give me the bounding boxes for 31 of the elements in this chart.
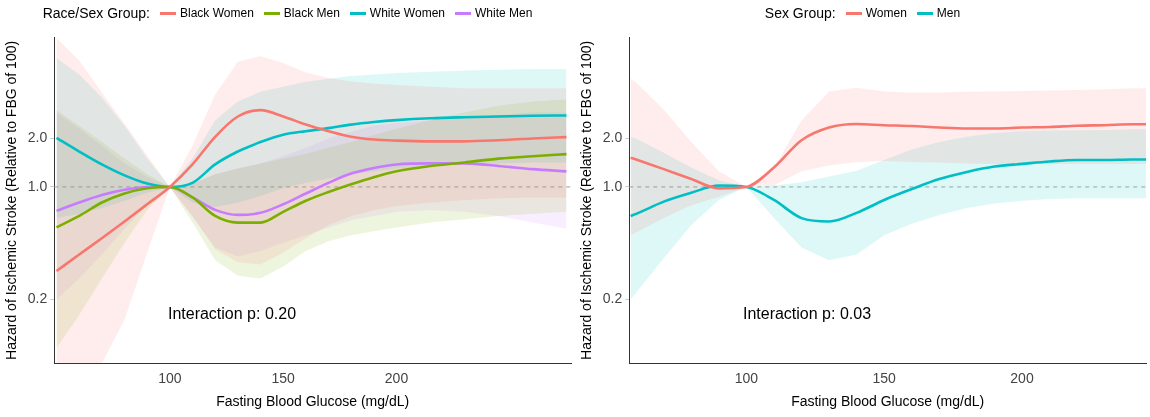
legend-label: Men: [936, 6, 961, 20]
legend-label: Black Women: [180, 6, 254, 20]
legend-title: Sex Group:: [764, 5, 836, 21]
y-tick-label: 1.0: [602, 177, 623, 194]
x-tick-label: 150: [872, 369, 897, 386]
line-series: [55, 108, 568, 273]
line-series: [55, 152, 568, 229]
y-tick-label: 2.0: [602, 129, 623, 146]
y-tick-label: 0.2: [27, 290, 48, 307]
x-tick-label: 200: [384, 369, 409, 386]
y-tick-label: 2.0: [27, 129, 48, 146]
x-tick-label: 100: [158, 369, 182, 386]
y-axis-title: Hazard of Ischemic Stroke (Relative to FBG of 100): [3, 40, 20, 360]
x-tick-label: 200: [1010, 369, 1034, 386]
legend-label: Women: [865, 6, 907, 20]
x-tick-label: 100: [734, 369, 759, 386]
y-tick-label: 0.2: [602, 290, 623, 307]
legend-label: White Men: [475, 6, 533, 20]
legend-label: Black Men: [283, 6, 340, 20]
y-tick-label: 1.0: [27, 177, 48, 194]
x-axis-title: Fasting Blood Glucose (mg/dL): [216, 393, 410, 410]
x-axis-title: Fasting Blood Glucose (mg/dL): [791, 393, 985, 410]
legend-title: Race/Sex Group:: [42, 5, 151, 21]
annotation: Interaction p: 0.20: [167, 304, 297, 322]
annotation: Interaction p: 0.03: [742, 304, 872, 322]
line-series: [629, 158, 1146, 223]
x-tick-label: 150: [271, 369, 296, 386]
y-axis-title: Hazard of Ischemic Stroke (Relative to FBG of 100): [578, 40, 595, 360]
line-series: [55, 114, 568, 189]
legend-label: White Women: [369, 6, 445, 20]
line-series: [629, 122, 1146, 190]
